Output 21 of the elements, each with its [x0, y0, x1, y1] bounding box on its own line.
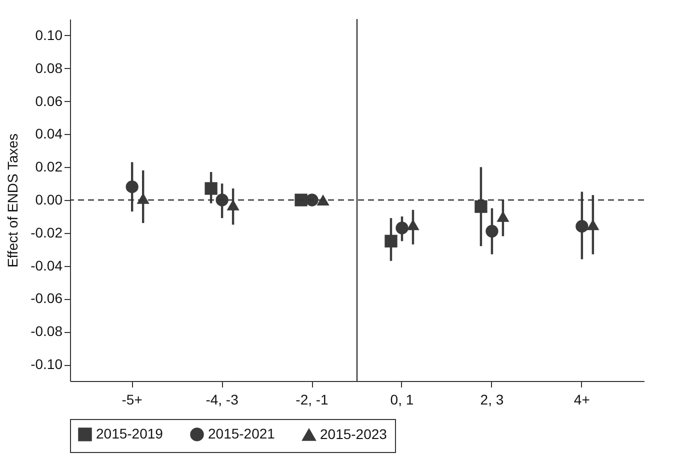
legend-label: 2015-2019: [96, 425, 164, 442]
x-tick-label: 2, 3: [480, 392, 504, 408]
y-tick-label: 0.04: [35, 126, 63, 142]
y-tick-label: 0.02: [35, 158, 63, 175]
y-axis-title: Effect of ENDS Taxes: [4, 133, 21, 268]
legend-label: 2015-2023: [320, 426, 388, 442]
x-tick-label: 4+: [574, 392, 590, 408]
x-tick-label: -5+: [122, 392, 142, 408]
y-tick-label: -0.06: [30, 290, 63, 306]
y-tick-label: -0.02: [30, 224, 63, 240]
y-tick-label: -0.10: [30, 356, 63, 372]
y-tick-label: 0.10: [35, 26, 63, 43]
x-tick-label: -4, -3: [206, 392, 239, 408]
y-tick-label: -0.04: [30, 257, 63, 274]
y-tick-label: 0.08: [35, 60, 63, 76]
y-tick-label: -0.08: [30, 323, 63, 340]
legend-label: 2015-2021: [208, 425, 276, 442]
x-tick-label: 0, 1: [390, 392, 414, 408]
x-tick-label: -2, -1: [296, 392, 329, 408]
y-tick-label: 0.06: [35, 92, 63, 109]
y-tick-label: 0.00: [35, 192, 63, 208]
